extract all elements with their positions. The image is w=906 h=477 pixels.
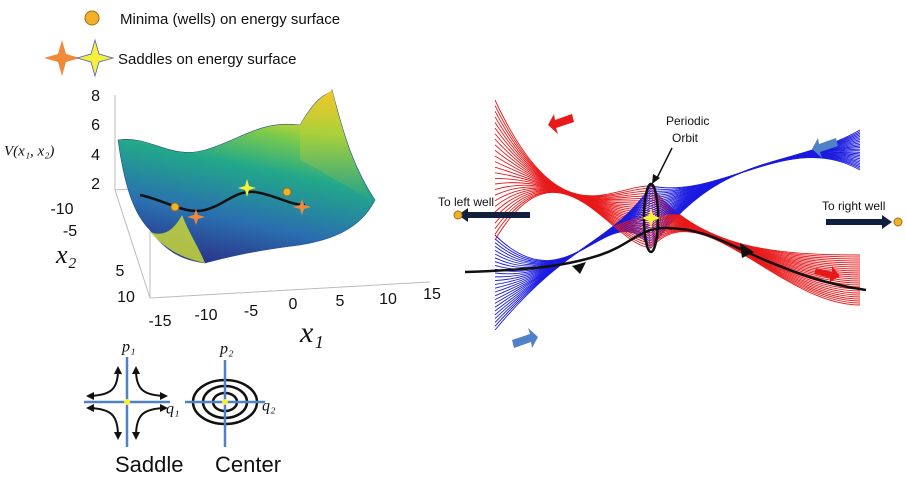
x1-tick-label: 5: [336, 293, 345, 310]
q2-label: q₂: [262, 398, 276, 415]
periodic-orbit-label: Periodic: [666, 114, 709, 128]
saddle-marker: [44, 40, 80, 76]
x1-tick-label: 10: [379, 291, 397, 308]
legend-saddles: Saddles on energy surface: [118, 51, 296, 68]
z-tick-label: 2: [91, 176, 100, 193]
z-tick-label: 8: [91, 88, 100, 105]
saddle-point: [124, 399, 130, 405]
z-axis-label: V(x₁, x₂): [4, 143, 54, 159]
x2-axis-label: x₂: [55, 240, 77, 269]
center-point: [222, 399, 228, 405]
minimum: [283, 188, 291, 196]
p1-label: p₁: [121, 339, 136, 356]
trajectory-arrows: [572, 243, 754, 274]
saddle-marker: [77, 40, 113, 76]
q1-label: q₁: [166, 401, 180, 418]
periodic-orbit-label: Orbit: [672, 131, 699, 145]
left-well-arrow: [458, 208, 530, 222]
x2-tick-label: 10: [117, 289, 135, 306]
figure: Minima (wells) on energy surface Saddles…: [0, 0, 906, 477]
minimum: [171, 203, 179, 211]
z-tick-label: 6: [91, 117, 100, 134]
x2-tick-label: -5: [63, 223, 77, 240]
right-well-arrow: [826, 215, 892, 229]
saddle-label: Saddle: [115, 452, 184, 477]
x1-tick-label: 15: [423, 286, 441, 303]
x1-axis-label: x₁: [299, 316, 324, 349]
legend-minima: Minima (wells) on energy surface: [120, 11, 340, 28]
x1-tick-label: -10: [194, 307, 217, 324]
left-well: [454, 211, 462, 219]
p2-label: p₂: [219, 341, 234, 358]
right-well: [894, 218, 902, 226]
flow-arrow: [548, 114, 574, 134]
x2-tick-label: -10: [50, 201, 73, 218]
center-label: Center: [215, 452, 281, 477]
blue-tube-line: [495, 140, 860, 267]
x2-tick-label: 5: [116, 263, 125, 280]
z-tick-label: 4: [91, 147, 100, 164]
flow-arrow: [512, 328, 538, 348]
left-well-label: To left well: [438, 195, 494, 209]
right-well-label: To right well: [822, 199, 885, 213]
x1-tick-label: 0: [289, 296, 298, 313]
x1-tick-label: -15: [148, 313, 171, 330]
pointer: [656, 148, 672, 180]
x1-tick-label: -5: [244, 303, 258, 320]
minima-marker: [85, 11, 99, 25]
